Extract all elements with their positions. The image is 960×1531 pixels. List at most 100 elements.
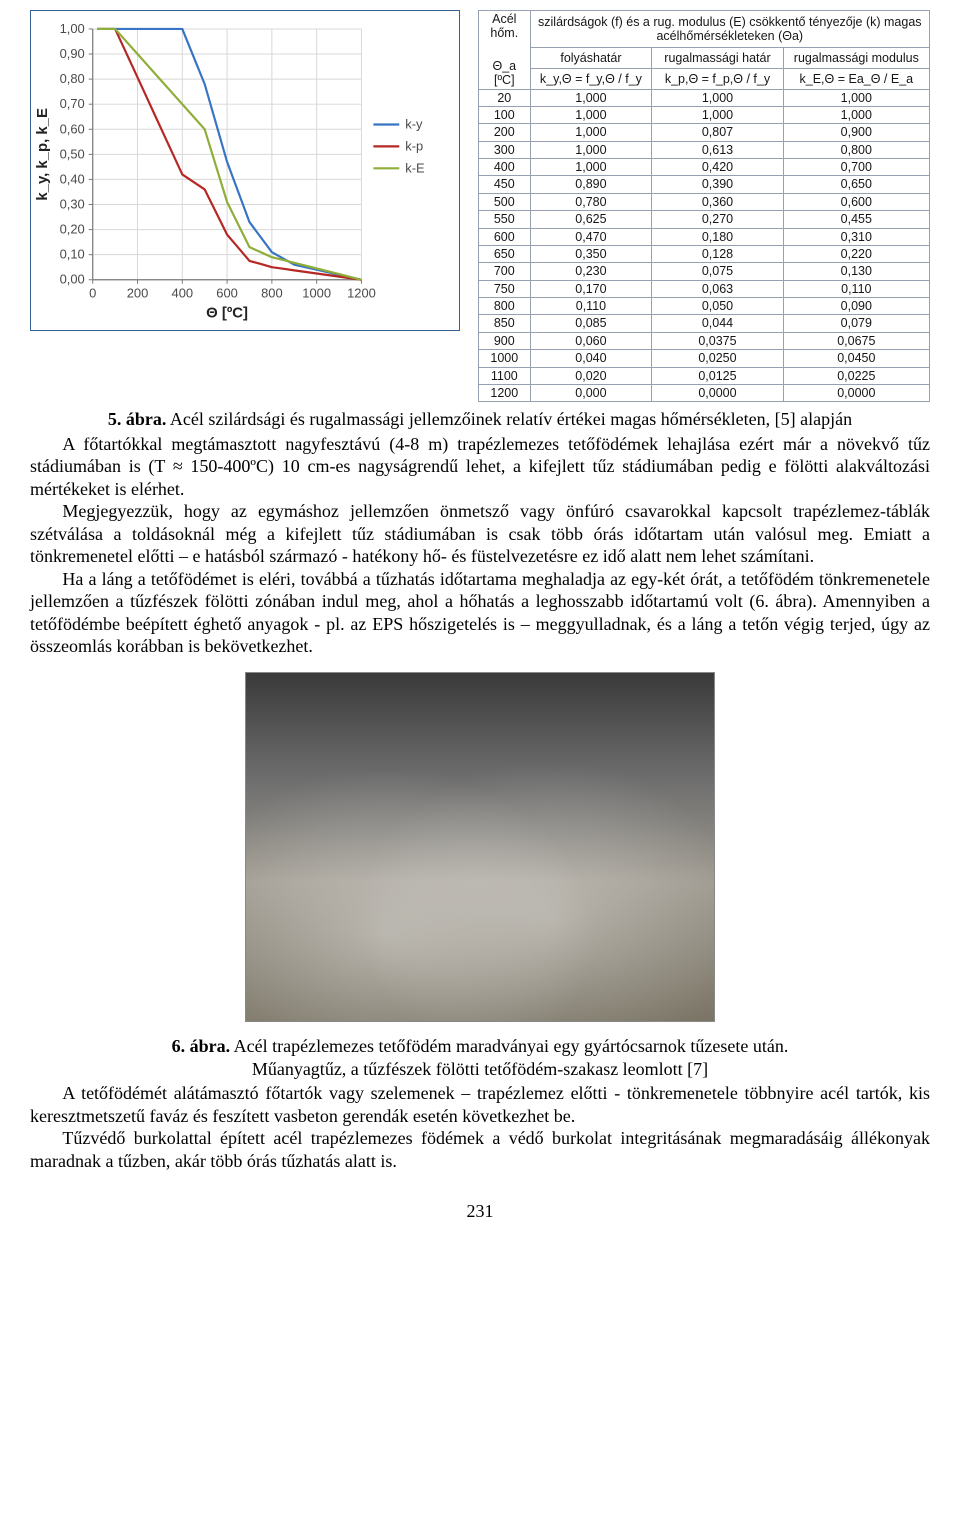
table-head-kp: k_p,Θ = f_p,Θ / f_y [652,68,783,89]
table-cell: 1200 [479,384,531,401]
table-cell: 0,079 [783,315,929,332]
table-cell: 0,0000 [783,384,929,401]
svg-text:0,50: 0,50 [60,146,85,161]
table-head-ke: k_E,Θ = Ea_Θ / E_a [783,68,929,89]
svg-text:1200: 1200 [347,286,376,301]
table-cell: 0,063 [652,280,783,297]
svg-text:Θ [ºC]: Θ [ºC] [206,305,248,322]
table-cell: 0,020 [530,367,652,384]
table-cell: 0,600 [783,193,929,210]
fig5-text: Acél szilárdsági és rugalmassági jellemz… [170,409,852,429]
paragraph-5: Tűzvédő burkolattal épített acél trapézl… [30,1127,930,1172]
table-row: 7500,1700,0630,110 [479,280,930,297]
table-cell: 0,470 [530,228,652,245]
table-cell: 20 [479,89,531,106]
table-cell: 850 [479,315,531,332]
table-row: 201,0001,0001,000 [479,89,930,106]
table-cell: 1000 [479,350,531,367]
paragraph-1: A főtartókkal megtámasztott nagyfesztávú… [30,433,930,501]
table-cell: 100 [479,106,531,123]
chart-svg: 0,000,100,200,300,400,500,600,700,800,90… [31,17,459,326]
svg-text:1,00: 1,00 [60,21,85,36]
table-cell: 1,000 [530,106,652,123]
table-cell: 0,040 [530,350,652,367]
svg-text:k-y: k-y [405,116,423,131]
svg-text:k_y, k_p, k_E: k_y, k_p, k_E [34,108,51,201]
table-cell: 0,060 [530,332,652,349]
table-cell: 1,000 [530,89,652,106]
table-cell: 0,170 [530,280,652,297]
table-cell: 1,000 [530,141,652,158]
table-cell: 0,0450 [783,350,929,367]
table-cell: 550 [479,211,531,228]
table-head-rugmodulus: rugalmassági modulus [783,48,929,69]
table-cell: 300 [479,141,531,158]
table-cell: 0,390 [652,176,783,193]
table-row: 8000,1100,0500,090 [479,298,930,315]
table-cell: 0,110 [530,298,652,315]
table-cell: 400 [479,159,531,176]
table-cell: 0,0675 [783,332,929,349]
table-row: 8500,0850,0440,079 [479,315,930,332]
table-cell: 0,000 [530,384,652,401]
table-row: 7000,2300,0750,130 [479,263,930,280]
fig5-caption: 5. ábra. Acél szilárdsági és rugalmasság… [30,408,930,431]
table-cell: 650 [479,245,531,262]
table-cell: 0,130 [783,263,929,280]
table-row: 2001,0000,8070,900 [479,124,930,141]
table-cell: 0,085 [530,315,652,332]
table-cell: 1,000 [530,159,652,176]
table-cell: 900 [479,332,531,349]
svg-text:800: 800 [261,286,283,301]
fig6-num: 6. ábra. [172,1036,231,1056]
table-cell: 450 [479,176,531,193]
svg-text:200: 200 [127,286,149,301]
table-cell: 0,230 [530,263,652,280]
table-row: 12000,0000,00000,0000 [479,384,930,401]
svg-text:k-E: k-E [405,160,425,175]
table-cell: 0,700 [783,159,929,176]
table-cell: 0,420 [652,159,783,176]
fig6-photo [245,672,715,1022]
table-cell: 0,128 [652,245,783,262]
table-row: 5000,7800,3600,600 [479,193,930,210]
svg-text:0,10: 0,10 [60,247,85,262]
paragraph-2: Megjegyezzük, hogy az egymáshoz jellemző… [30,500,930,568]
table-cell: 0,900 [783,124,929,141]
fig6-photo-wrap [30,672,930,1028]
svg-text:k-p: k-p [405,138,423,153]
table-head-acelhom-label: Acél hőm. [483,12,526,41]
table-cell: 0,890 [530,176,652,193]
table-cell: 0,220 [783,245,929,262]
page-number: 231 [30,1200,930,1223]
table-cell: 800 [479,298,531,315]
svg-text:0,90: 0,90 [60,46,85,61]
table-cell: 0,350 [530,245,652,262]
table-cell: 0,075 [652,263,783,280]
svg-text:600: 600 [216,286,238,301]
table-row: 6500,3500,1280,220 [479,245,930,262]
svg-text:0,70: 0,70 [60,96,85,111]
svg-text:0,40: 0,40 [60,171,85,186]
svg-text:400: 400 [172,286,194,301]
table-cell: 0,780 [530,193,652,210]
table-cell: 600 [479,228,531,245]
table-row: 1001,0001,0001,000 [479,106,930,123]
fig6-text2: Műanyagtűz, a tűzfészek fölötti tetőfödé… [252,1059,708,1079]
table-row: 11000,0200,01250,0225 [479,367,930,384]
svg-text:0,20: 0,20 [60,222,85,237]
table-row: 4001,0000,4200,700 [479,159,930,176]
table-cell: 1,000 [530,124,652,141]
table-cell: 0,800 [783,141,929,158]
table-cell: 0,613 [652,141,783,158]
table-cell: 0,050 [652,298,783,315]
table-head-theta-col: Θ_a [ºC] [483,59,526,88]
svg-text:0: 0 [89,286,96,301]
table-cell: 500 [479,193,531,210]
paragraph-3: Ha a láng a tetőfödémet is eléri, tovább… [30,568,930,658]
table-cell: 0,0250 [652,350,783,367]
table-cell: 700 [479,263,531,280]
paragraph-4: A tetőfödémét alátámasztó főtartók vagy … [30,1082,930,1127]
svg-text:0,30: 0,30 [60,196,85,211]
table-row: 5500,6250,2700,455 [479,211,930,228]
